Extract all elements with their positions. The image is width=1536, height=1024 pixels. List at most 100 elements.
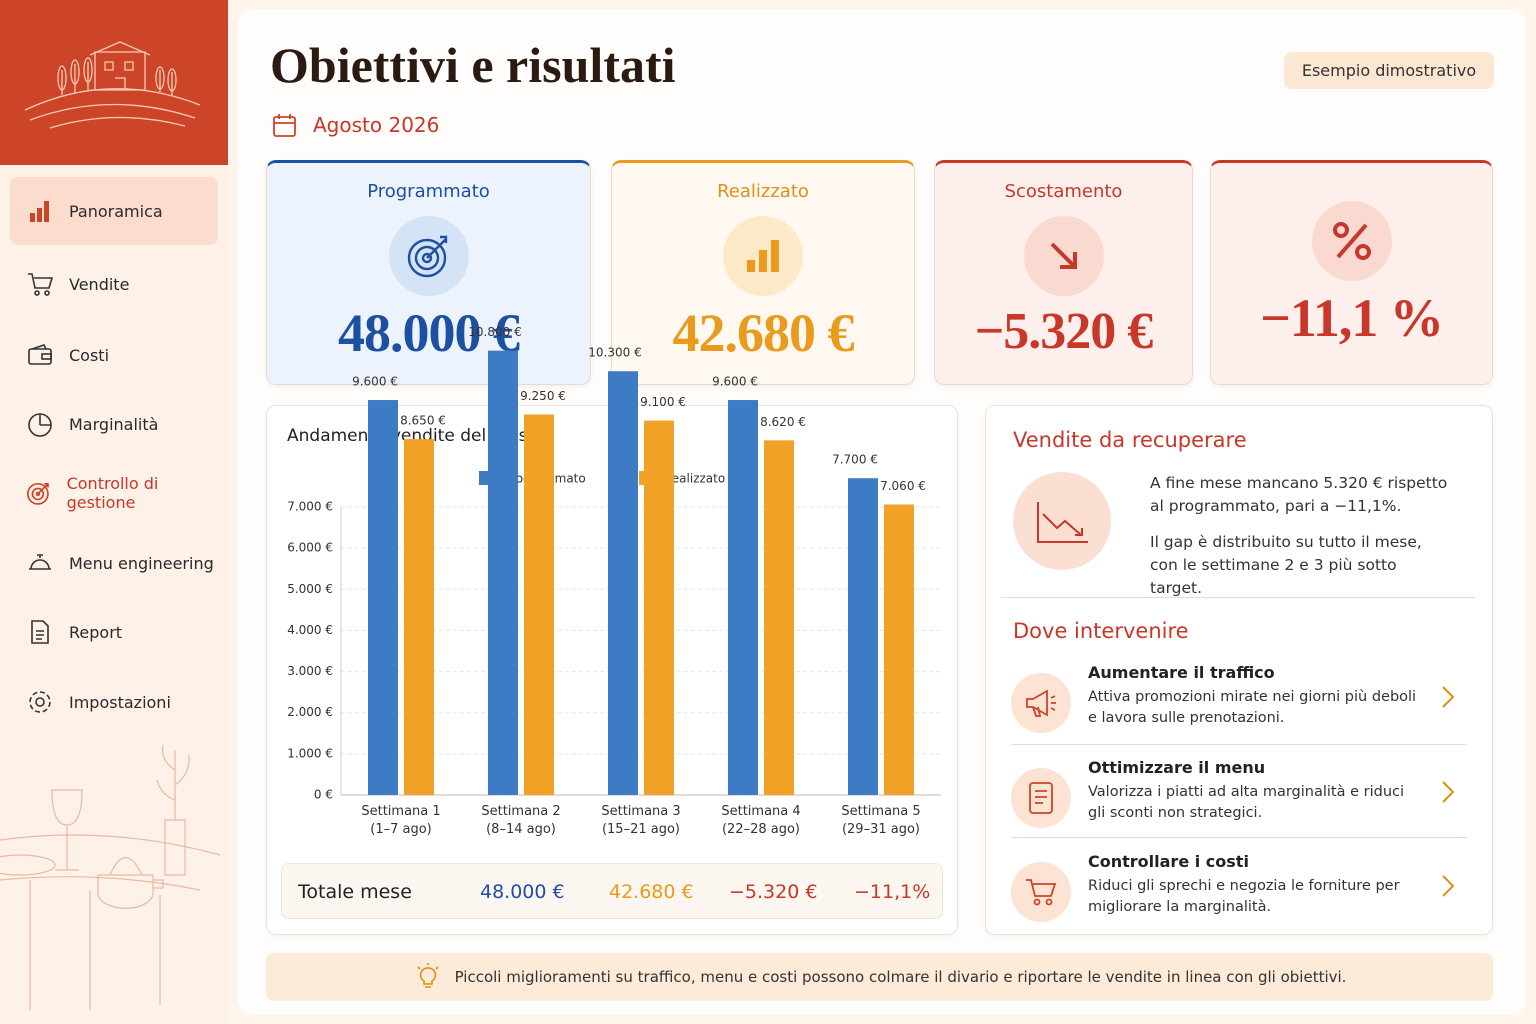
kpi-card: −11,1 % [1210,160,1493,385]
action-icon [1011,673,1071,733]
y-tick-label: 2.000 € [287,705,333,719]
kpi-icon [1023,216,1104,296]
action-icon [1011,768,1071,828]
bar [488,350,518,795]
x-tick-label: Settimana 1 (1–7 ago) [361,804,441,837]
y-tick-label: 3.000 € [287,664,333,678]
legend-label: Realizzato [664,472,725,486]
action-text: Attiva promozioni mirate nei giorni più … [1088,689,1417,726]
nav-icon [28,273,54,296]
bar [848,478,878,795]
value-label: 9.250 € [520,389,566,403]
action-text: Valorizza i piatti ad alta marginalità e… [1088,784,1405,821]
total-value: −11,1% [854,881,931,903]
bar [404,439,434,795]
x-tick-label: Settimana 5 (29–31 ago) [841,804,921,837]
value-label: 9.100 € [640,395,686,409]
x-tick-label: Settimana 3 (15–21 ago) [601,804,681,837]
brand-logo [0,0,228,165]
kpi-value: −5.320 € [974,303,1154,360]
nav-icon [27,483,49,505]
value-label: 7.700 € [832,453,878,467]
action-item[interactable]: Controllare i costi Riduci gli sprechi e… [1011,852,1467,946]
nav-item[interactable]: Report [10,598,218,666]
value-label: 8.620 € [760,415,806,429]
action-item[interactable]: Aumentare il traffico Attiva promozioni … [1011,663,1467,757]
trend-icon [1013,472,1111,570]
x-tick-label: Settimana 2 (8–14 ago) [481,804,561,837]
value-label: 9.600 € [712,375,758,389]
y-tick-label: 7.000 € [287,500,333,514]
chart-panel: Andamento vendite del mese 0 € 1.000 € 2.0… [266,325,958,935]
chart-title: Andamento vendite del mese [287,426,538,446]
nav-label: Panoramica [69,201,163,221]
bar [644,420,674,795]
badge: Esempio dimostrativo [1284,52,1494,89]
nav-item[interactable]: Vendite [10,250,218,318]
nav-icon [29,691,51,713]
kpi-icon [1311,201,1392,281]
value-label: 7.060 € [880,479,926,493]
value-label: 10.800 € [468,325,521,339]
paragraph: A fine mese mancano 5.320 € rispetto al … [1150,474,1448,515]
page-title: Obiettivi e risultati [270,37,676,93]
y-tick-label: 5.000 € [287,582,333,596]
nav-item[interactable]: Marginalità [10,390,218,458]
nav-item[interactable]: Menu engineering [10,529,218,597]
divider [1001,597,1475,598]
footer-tip: Piccoli miglioramenti su traffico, menu … [266,953,1493,1001]
action-item[interactable]: Ottimizzare il menu Valorizza i piatti a… [1011,758,1467,852]
bar [764,440,794,795]
footer-text: Piccoli miglioramenti su traffico, menu … [454,968,1347,986]
action-title: Aumentare il traffico [1088,663,1275,682]
nav-label: Vendite [69,274,130,294]
divider [1011,744,1467,745]
y-tick-label: 1.000 € [287,746,333,760]
bar [524,414,554,795]
bar [884,504,914,795]
kpi-icon [388,216,469,296]
section-title: Vendite da recuperare [1013,428,1247,452]
value-label: 8.650 € [400,414,446,428]
nav-label: Impostazioni [69,692,171,712]
insight-panel: Vendite da recuperare A fine mese mancan… [985,405,1493,935]
action-text: Riduci gli sprechi e negozia le fornitur… [1088,878,1400,915]
nav-label: Marginalità [69,414,159,434]
action-icon [1011,862,1071,922]
bar [728,400,758,795]
nav-item[interactable]: Costi [10,321,218,389]
nav-label: Controllo di gestione [66,474,159,512]
total-value: −5.320 € [729,881,818,903]
kpi-card: Scostamento −5.320 € [934,160,1193,385]
kpi-label: Scostamento [1004,181,1123,202]
bar [608,371,638,795]
kpi-value: 42.680 € [672,303,855,363]
nav-label: Report [69,622,123,642]
chevron [1442,781,1455,803]
kpi-card: Realizzato 42.680 € [611,160,915,385]
y-tick-label: 4.000 € [287,623,333,637]
nav-icon [30,201,49,222]
totals-row: Totale mese 48.000 € 42.680 € −5.320 € −… [281,863,943,919]
nav-item[interactable]: Controllo di gestione [10,459,218,527]
value-label: 10.300 € [588,346,641,360]
logo-illustration [24,41,201,129]
y-tick-label: 0 € [314,788,333,802]
period: Agosto 2026 [313,113,440,137]
kpi-label: Realizzato [717,181,809,202]
nav-item[interactable]: Panoramica [10,177,218,245]
nav-icon [31,620,49,644]
nav-item[interactable]: Impostazioni [10,668,218,736]
y-tick-label: 6.000 € [287,541,333,555]
nav-icon [29,554,51,570]
chevron [1442,875,1455,897]
kpi-label: Programmato [367,181,490,202]
nav-label: Costi [69,345,110,365]
bar [368,400,398,795]
totals-label: Totale mese [298,881,412,903]
section-title: Dove intervenire [1013,619,1189,643]
total-value: 42.680 € [609,881,694,903]
kpi-value: 48.000 € [338,303,520,363]
kpi-value: −11,1 % [1260,288,1444,348]
